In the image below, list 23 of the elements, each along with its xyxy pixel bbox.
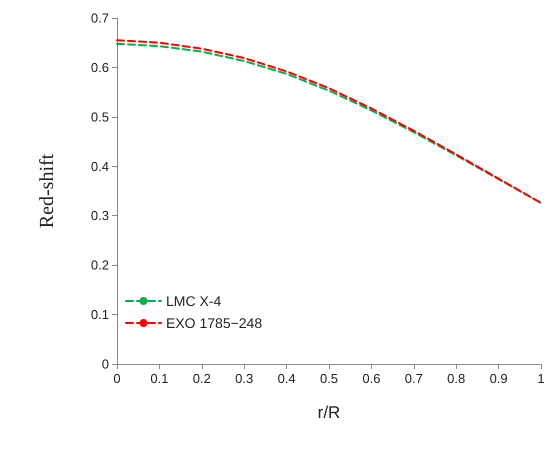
y-tick-label: 0.1 (90, 307, 109, 322)
x-tick-label: 0 (113, 371, 121, 386)
x-tick-label: 1 (537, 371, 545, 386)
y-tick-label: 0.5 (90, 109, 109, 124)
y-tick-label: 0.7 (90, 10, 109, 26)
y-tick-label: 0 (102, 356, 109, 372)
x-tick-label: 0.5 (320, 371, 338, 386)
y-tick-label: 0.2 (90, 258, 109, 273)
legend-label: EXO 1785−248 (166, 315, 262, 331)
x-tick-label: 0.6 (362, 371, 380, 386)
x-tick-label: 0.7 (404, 371, 423, 386)
x-tick-label: 0.3 (235, 371, 254, 386)
x-tick-label: 0.4 (278, 371, 296, 386)
y-tick-label: 0.3 (90, 208, 109, 224)
y-axis-title: Red-shift (36, 153, 58, 228)
x-axis-title: r/R (318, 403, 340, 422)
x-tick-label: 0.1 (150, 371, 168, 386)
y-tick-label: 0.4 (90, 158, 109, 174)
x-tick-label: 0.8 (447, 371, 466, 386)
legend-label: LMC X-4 (166, 293, 222, 309)
x-tick-label: 0.9 (490, 371, 508, 386)
x-tick-label: 0.2 (192, 371, 211, 386)
y-tick-label: 0.6 (90, 60, 109, 75)
